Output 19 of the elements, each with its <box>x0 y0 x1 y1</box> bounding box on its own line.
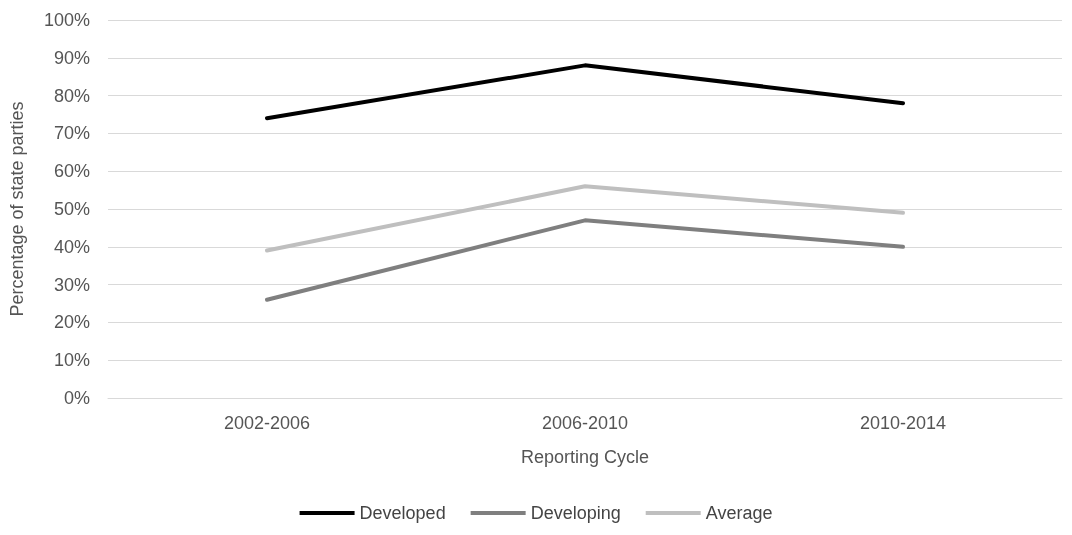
y-tick-label: 70% <box>53 123 90 144</box>
legend-label: Developed <box>359 503 446 523</box>
y-tick-label: 90% <box>53 47 90 68</box>
x-axis-title: Reporting Cycle <box>520 447 650 467</box>
y-axis-title: Percentage of state parties <box>7 101 27 317</box>
y-tick-label: 10% <box>53 350 90 371</box>
y-tick-label: 0% <box>63 388 90 408</box>
legend-label: Developing <box>530 503 621 523</box>
y-tick-label: 80% <box>53 85 90 106</box>
x-tick-label: 2006-2010 <box>541 413 629 433</box>
y-tick-label: 100% <box>43 10 90 30</box>
y-tick-label: 20% <box>53 312 90 333</box>
x-tick-label: 2002-2006 <box>223 413 311 433</box>
y-tick-label: 40% <box>53 236 90 257</box>
y-tick-label: 60% <box>53 161 90 182</box>
x-tick-label: 2010-2014 <box>859 413 947 433</box>
legend-label: Average <box>705 503 773 523</box>
y-tick-label: 50% <box>53 199 90 219</box>
y-tick-label: 30% <box>53 274 90 295</box>
